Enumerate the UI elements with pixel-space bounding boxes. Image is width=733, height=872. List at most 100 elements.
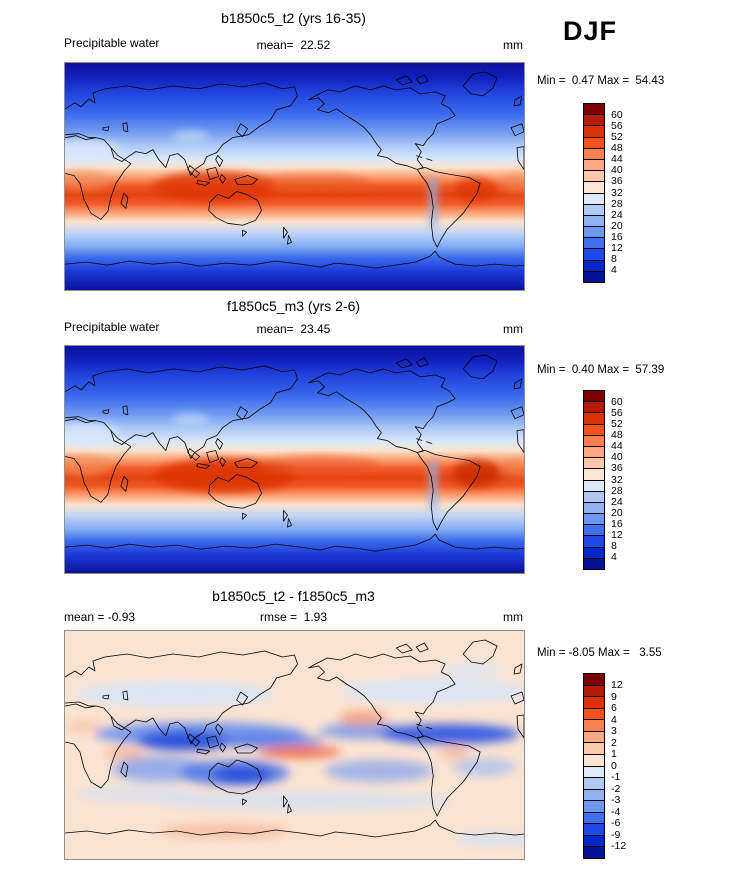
colorbar-tick-label: 12 — [611, 529, 623, 542]
colorbar-cell — [584, 446, 604, 459]
colorbar-cell — [584, 424, 604, 436]
colorbar-cell — [584, 104, 604, 116]
colorbar-tick-label: 8 — [611, 253, 617, 266]
colorbar-tick-label: 9 — [611, 690, 617, 703]
map-difference — [64, 630, 525, 860]
colorbar-cell — [584, 812, 604, 825]
colorbar-cell — [584, 402, 604, 414]
colorbar-difference: 12 9 6 4 3 2 1 0 -1 -2 -3 -4 -6 -9 -12 — [583, 673, 626, 859]
colorbar-cell — [584, 249, 604, 261]
colorbar-cell — [584, 743, 604, 755]
colorbar-cell — [584, 847, 604, 858]
panel2-minmax: Min = 0.40 Max = 57.39 — [537, 364, 665, 376]
map-model2-svg — [65, 346, 524, 573]
colorbar-cell — [584, 801, 604, 813]
panel2-units-label: mm — [503, 322, 523, 336]
colorbar-tick-label: -4 — [611, 805, 621, 818]
panel2-title: f1850c5_m3 (yrs 2-6) — [226, 298, 361, 314]
panel3-mean-label: mean = -0.93 — [64, 610, 136, 624]
colorbar-cell — [584, 514, 604, 526]
colorbar-tick-label: -6 — [611, 817, 621, 829]
map-difference-svg — [65, 631, 524, 859]
colorbar-tick-label: 4 — [611, 264, 617, 277]
colorbar-tick-label: -1 — [611, 771, 621, 783]
colorbar-cell — [584, 778, 604, 790]
colorbar-cell — [584, 835, 604, 848]
colorbar-cell — [584, 697, 604, 709]
colorbar-cell — [584, 547, 604, 559]
colorbar-tick-label: 0 — [611, 759, 617, 772]
colorbar-tick-label: 28 — [611, 484, 623, 497]
colorbar-tick-label: 24 — [611, 208, 623, 221]
colorbar-cell — [584, 502, 604, 515]
colorbar-cell — [584, 458, 604, 470]
colorbar-tick-label: 4 — [611, 713, 617, 726]
colorbar-cell — [584, 731, 604, 744]
colorbar-cell — [584, 204, 604, 216]
colorbar-cell — [584, 215, 604, 228]
colorbar-tick-label: 52 — [611, 130, 623, 143]
colorbar-tick-label: 12 — [611, 679, 623, 691]
panel3-title: b1850c5_t2 - f1850c5_m3 — [212, 588, 375, 604]
colorbar-cell — [584, 115, 604, 127]
colorbar-cell — [584, 171, 604, 183]
panel1-minmax: Min = 0.47 Max = 54.43 — [537, 75, 665, 87]
colorbar-tick-label: 44 — [611, 440, 623, 453]
colorbar-tick-label: 24 — [611, 495, 623, 508]
panel1-variable-label: Precipitable water — [64, 36, 160, 50]
colorbar-tick-label: 28 — [611, 197, 623, 210]
colorbar-cell — [584, 159, 604, 172]
colorbar-tick-label: 1 — [611, 748, 617, 760]
colorbar-cell — [584, 536, 604, 548]
colorbar-tick-label: 60 — [611, 108, 623, 121]
colorbar-cell — [584, 469, 604, 481]
colorbar-tick-label: 20 — [611, 506, 623, 519]
panel2-mean-label: mean= 23.45 — [256, 322, 331, 336]
colorbar-cell — [584, 754, 604, 767]
panel3-minmax: Min = -8.05 Max = 3.55 — [537, 647, 662, 659]
colorbar-tick-label: 32 — [611, 186, 623, 199]
panel1-units-label: mm — [503, 38, 523, 52]
panel2-variable-label: Precipitable water — [64, 320, 160, 334]
season-label: DJF — [563, 16, 618, 46]
colorbar-cell — [584, 674, 604, 686]
colorbar-cell — [584, 720, 604, 732]
colorbar-cell — [584, 137, 604, 149]
colorbar-tick-label: 48 — [611, 142, 623, 154]
colorbar-tick-label: 6 — [611, 702, 617, 714]
panel3-rmse-label: rmse = 1.93 — [259, 610, 328, 624]
colorbar-tick-label: -9 — [611, 828, 621, 841]
colorbar-model2: 60 56 52 48 44 40 36 32 28 24 20 16 12 8 4 — [583, 390, 623, 570]
panel3-units-label: mm — [503, 610, 523, 624]
map-model2-anomaly-blobs — [65, 413, 524, 512]
colorbar-cell — [584, 227, 604, 239]
colorbar-tick-label: 36 — [611, 175, 623, 188]
colorbar-cell — [584, 491, 604, 503]
colorbar-tick-label: 56 — [611, 406, 623, 419]
colorbar-cell — [584, 789, 604, 802]
colorbar-tick-label: 16 — [611, 231, 623, 243]
colorbar-tick-label: 52 — [611, 417, 623, 430]
map-difference-anomaly-blobs — [66, 661, 524, 847]
colorbar-cell — [584, 126, 604, 138]
colorbar-tick-label: 16 — [611, 518, 623, 530]
colorbar-tick-label: -12 — [611, 840, 627, 852]
colorbar-cell — [584, 391, 604, 403]
colorbar-tick-label: 48 — [611, 429, 623, 441]
colorbar-model1: 60 56 52 48 44 40 36 32 28 24 20 16 12 8 4 — [583, 103, 623, 283]
colorbar-tick-label: 32 — [611, 473, 623, 486]
colorbar-cell — [584, 824, 604, 836]
colorbar-tick-label: 40 — [611, 164, 623, 177]
colorbar-tick-label: 60 — [611, 395, 623, 408]
colorbar-tick-label: -3 — [611, 794, 621, 806]
colorbar-tick-label: 44 — [611, 153, 623, 166]
colorbar-tick-label: 56 — [611, 119, 623, 132]
colorbar-cell — [584, 558, 604, 569]
colorbar-cell — [584, 193, 604, 205]
colorbar-cell — [584, 413, 604, 425]
map-model2 — [64, 345, 525, 574]
panel1-mean-label: mean= 22.52 — [256, 38, 331, 52]
map-model1 — [64, 62, 525, 291]
colorbar-tick-label: 8 — [611, 540, 617, 553]
